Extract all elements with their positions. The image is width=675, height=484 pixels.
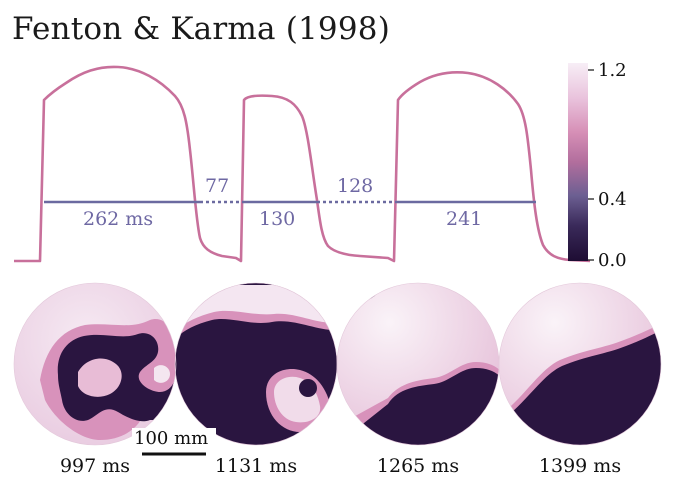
action-potential-trace	[14, 65, 591, 263]
snapshot-4	[499, 283, 661, 445]
scale-bar-label-bg	[132, 428, 216, 448]
snapshot-time-2: 1131 ms	[215, 455, 297, 477]
colorbar-label-bottom: 0.0	[598, 250, 627, 271]
di-label-2: 128	[337, 175, 373, 197]
snapshot-3	[337, 283, 499, 445]
snapshot-time-1: 997 ms	[60, 455, 130, 477]
apd-label-1: 262 ms	[83, 208, 153, 230]
apd-label-3: 241	[446, 208, 482, 230]
snapshot-time-3: 1265 ms	[377, 455, 459, 477]
snapshot-time-4: 1399 ms	[539, 455, 621, 477]
colorbar-label-top: 1.2	[598, 60, 627, 81]
snapshot-1	[14, 283, 176, 445]
di-label-1: 77	[205, 175, 229, 197]
colorbar-label-mid: 0.4	[598, 189, 627, 210]
figure-title: Fenton & Karma (1998)	[12, 11, 390, 47]
scale-bar-label: 100 mm	[134, 428, 208, 449]
colorbar	[568, 63, 588, 261]
snapshot-2	[175, 283, 337, 445]
apd-label-2: 130	[259, 208, 295, 230]
